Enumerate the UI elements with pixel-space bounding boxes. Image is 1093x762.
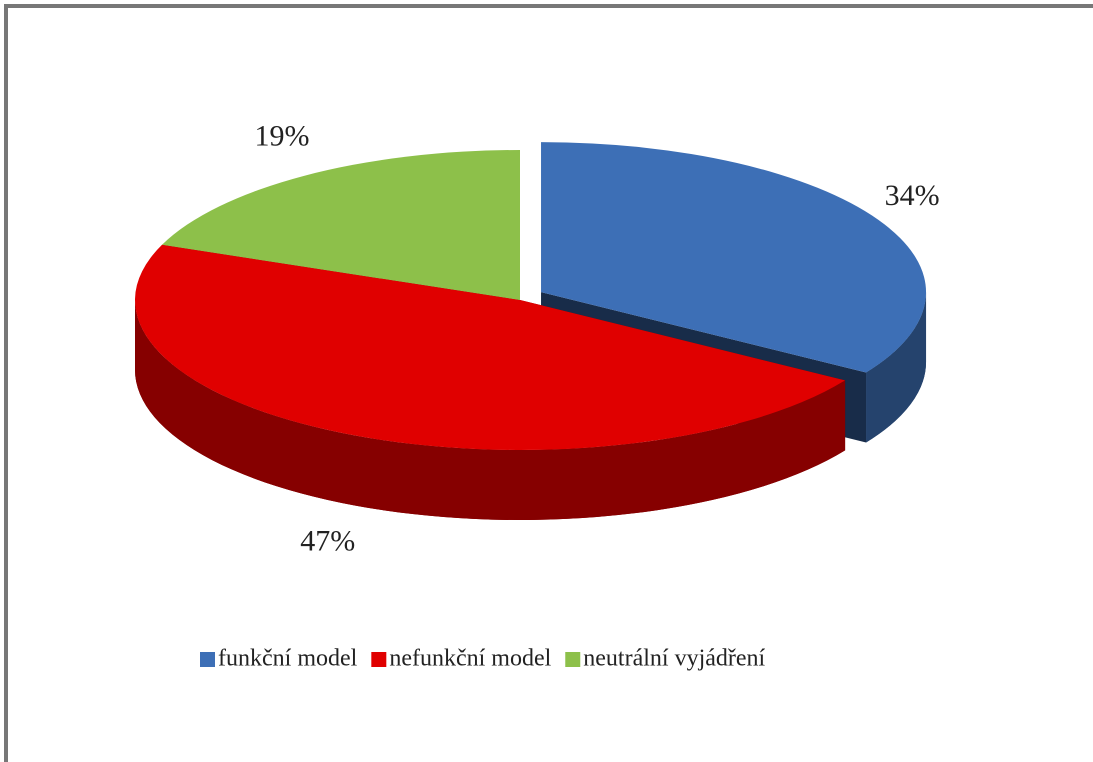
legend-label: neutrální vyjádření: [583, 646, 765, 672]
legend-label: nefunkční model: [389, 646, 551, 672]
data-label: 47%: [300, 525, 355, 558]
data-label: 19%: [254, 120, 309, 153]
pie-slice-side: [135, 300, 846, 520]
legend-swatch: [371, 652, 387, 667]
pie-slice: [541, 142, 927, 373]
legend-swatch: [565, 652, 581, 667]
pie-slice: [162, 150, 520, 300]
legend-label: funkční model: [218, 646, 358, 672]
pie-slice: [135, 244, 846, 450]
data-label: 34%: [885, 179, 940, 212]
pie-slice-side: [866, 292, 927, 443]
legend-swatch: [200, 652, 215, 667]
